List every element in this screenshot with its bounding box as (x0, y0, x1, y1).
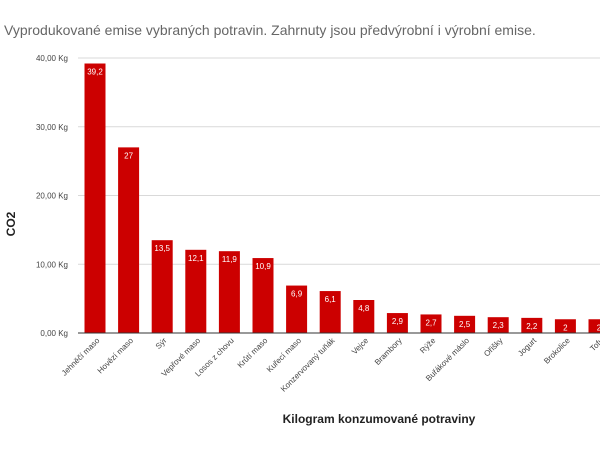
x-tick-label: Vejce (350, 336, 371, 357)
bar (252, 258, 274, 333)
x-tick-label: Sýr (154, 336, 169, 351)
gridlines (78, 57, 600, 265)
x-tick-label: Rýže (418, 336, 438, 356)
data-label: 2,2 (526, 322, 538, 331)
bar (319, 291, 341, 333)
y-axis-title: CO2 (4, 211, 18, 236)
bar (588, 319, 600, 333)
bar (151, 240, 173, 333)
data-labels: 39,2 27 13,5 12,1 11,9 10,9 6,9 6,1 4,8 2,9 2,7 2,5… (87, 68, 600, 333)
bar (386, 313, 408, 333)
data-label: 2,7 (425, 318, 437, 327)
data-label: 2 (597, 323, 600, 332)
bars (84, 63, 600, 333)
y-axis-ticks: 0,00 Kg 10,00 Kg 20,00 Kg 30,00 Kg 40,00 Kg (36, 54, 68, 338)
bar (554, 319, 576, 333)
bar (286, 285, 308, 333)
bar (118, 147, 140, 333)
y-tick-label: 20,00 Kg (36, 192, 68, 201)
y-tick-label: 40,00 Kg (36, 54, 68, 63)
bar (218, 251, 240, 333)
data-label: 13,5 (154, 244, 170, 253)
data-label: 39,2 (87, 68, 103, 77)
x-tick-label: Ořišky (482, 336, 504, 358)
data-label: 10,9 (255, 262, 271, 271)
bar (454, 315, 476, 333)
x-tick-label: Hovězí maso (96, 336, 136, 376)
bar (420, 314, 442, 333)
x-tick-label: Jogurt (516, 336, 539, 359)
data-label: 6,1 (325, 295, 337, 304)
bar (521, 317, 543, 333)
y-tick-label: 30,00 Kg (36, 123, 68, 132)
x-tick-label: Jehněčí maso (60, 336, 102, 378)
data-label: 12,1 (188, 254, 204, 263)
bar (487, 317, 509, 333)
bar (84, 63, 106, 333)
x-axis-title: Kilogram konzumované potraviny (283, 412, 476, 426)
chart-title: Vyprodukované emise vybraných potravin. … (4, 22, 536, 38)
x-tick-label: Brambory (373, 336, 404, 367)
x-tick-label: Krůtí maso (236, 336, 270, 370)
data-label: 6,9 (291, 290, 303, 299)
bar (185, 249, 207, 333)
x-tick-label: Tofu (588, 336, 600, 353)
data-label: 4,8 (358, 304, 370, 313)
data-label: 2 (563, 323, 568, 332)
data-label: 2,5 (459, 320, 471, 329)
y-tick-label: 10,00 Kg (36, 260, 68, 269)
data-label: 2,9 (392, 317, 404, 326)
bar (353, 300, 375, 333)
data-label: 2,3 (493, 321, 505, 330)
x-tick-label: Brokolice (542, 336, 572, 366)
data-label: 11,9 (222, 255, 238, 264)
data-label: 27 (124, 151, 133, 160)
y-tick-label: 0,00 Kg (40, 329, 68, 338)
